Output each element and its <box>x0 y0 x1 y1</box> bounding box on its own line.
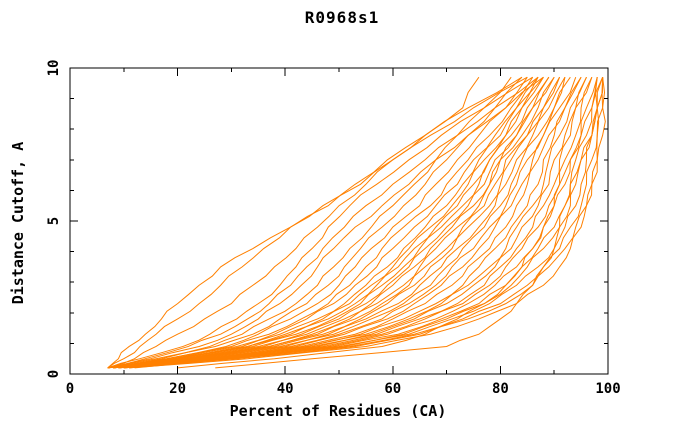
model-curve <box>123 77 598 369</box>
x-tick-label: 40 <box>276 381 294 397</box>
model-curve <box>118 77 598 369</box>
model-curve <box>118 76 582 369</box>
model-curve <box>107 76 539 369</box>
x-tick-label: 80 <box>491 381 509 397</box>
model-curve <box>112 76 550 369</box>
model-curve <box>107 76 512 369</box>
model-curve <box>107 76 539 369</box>
model-curve <box>107 76 544 369</box>
x-tick-label: 0 <box>65 381 75 397</box>
model-curve <box>107 76 566 369</box>
x-axis-label: Percent of Residues (CA) <box>229 402 447 420</box>
plot-frame <box>69 67 609 375</box>
model-curve <box>107 76 534 369</box>
model-curve <box>112 76 528 369</box>
model-curve <box>177 76 604 369</box>
y-axis-label: Distance Cutoff, A <box>9 141 27 305</box>
model-curve <box>129 77 606 369</box>
model-curve <box>107 76 523 369</box>
x-tick-label: 20 <box>169 381 187 397</box>
model-curve <box>112 77 577 369</box>
model-curve <box>107 76 523 369</box>
model-curve <box>123 77 606 369</box>
model-curve <box>112 76 561 369</box>
model-curve <box>107 76 544 369</box>
curves-group <box>107 76 606 369</box>
y-tick-label: 0 <box>46 369 62 379</box>
y-tick-label: 5 <box>46 216 62 226</box>
chart-title: R0968s1 <box>304 8 380 27</box>
model-curve <box>118 76 571 369</box>
model-curve <box>107 76 480 369</box>
model-curve <box>118 76 593 369</box>
model-curve <box>112 76 582 369</box>
model-curve <box>215 77 604 369</box>
x-tick-label: 60 <box>384 381 402 397</box>
x-tick-label: 100 <box>595 381 621 397</box>
model-curve <box>112 76 555 369</box>
model-curve <box>134 77 604 369</box>
model-curve <box>123 77 604 369</box>
model-curve <box>112 76 544 369</box>
model-curve <box>129 77 598 369</box>
model-curve <box>107 76 533 369</box>
y-tick-label: 10 <box>46 59 62 77</box>
